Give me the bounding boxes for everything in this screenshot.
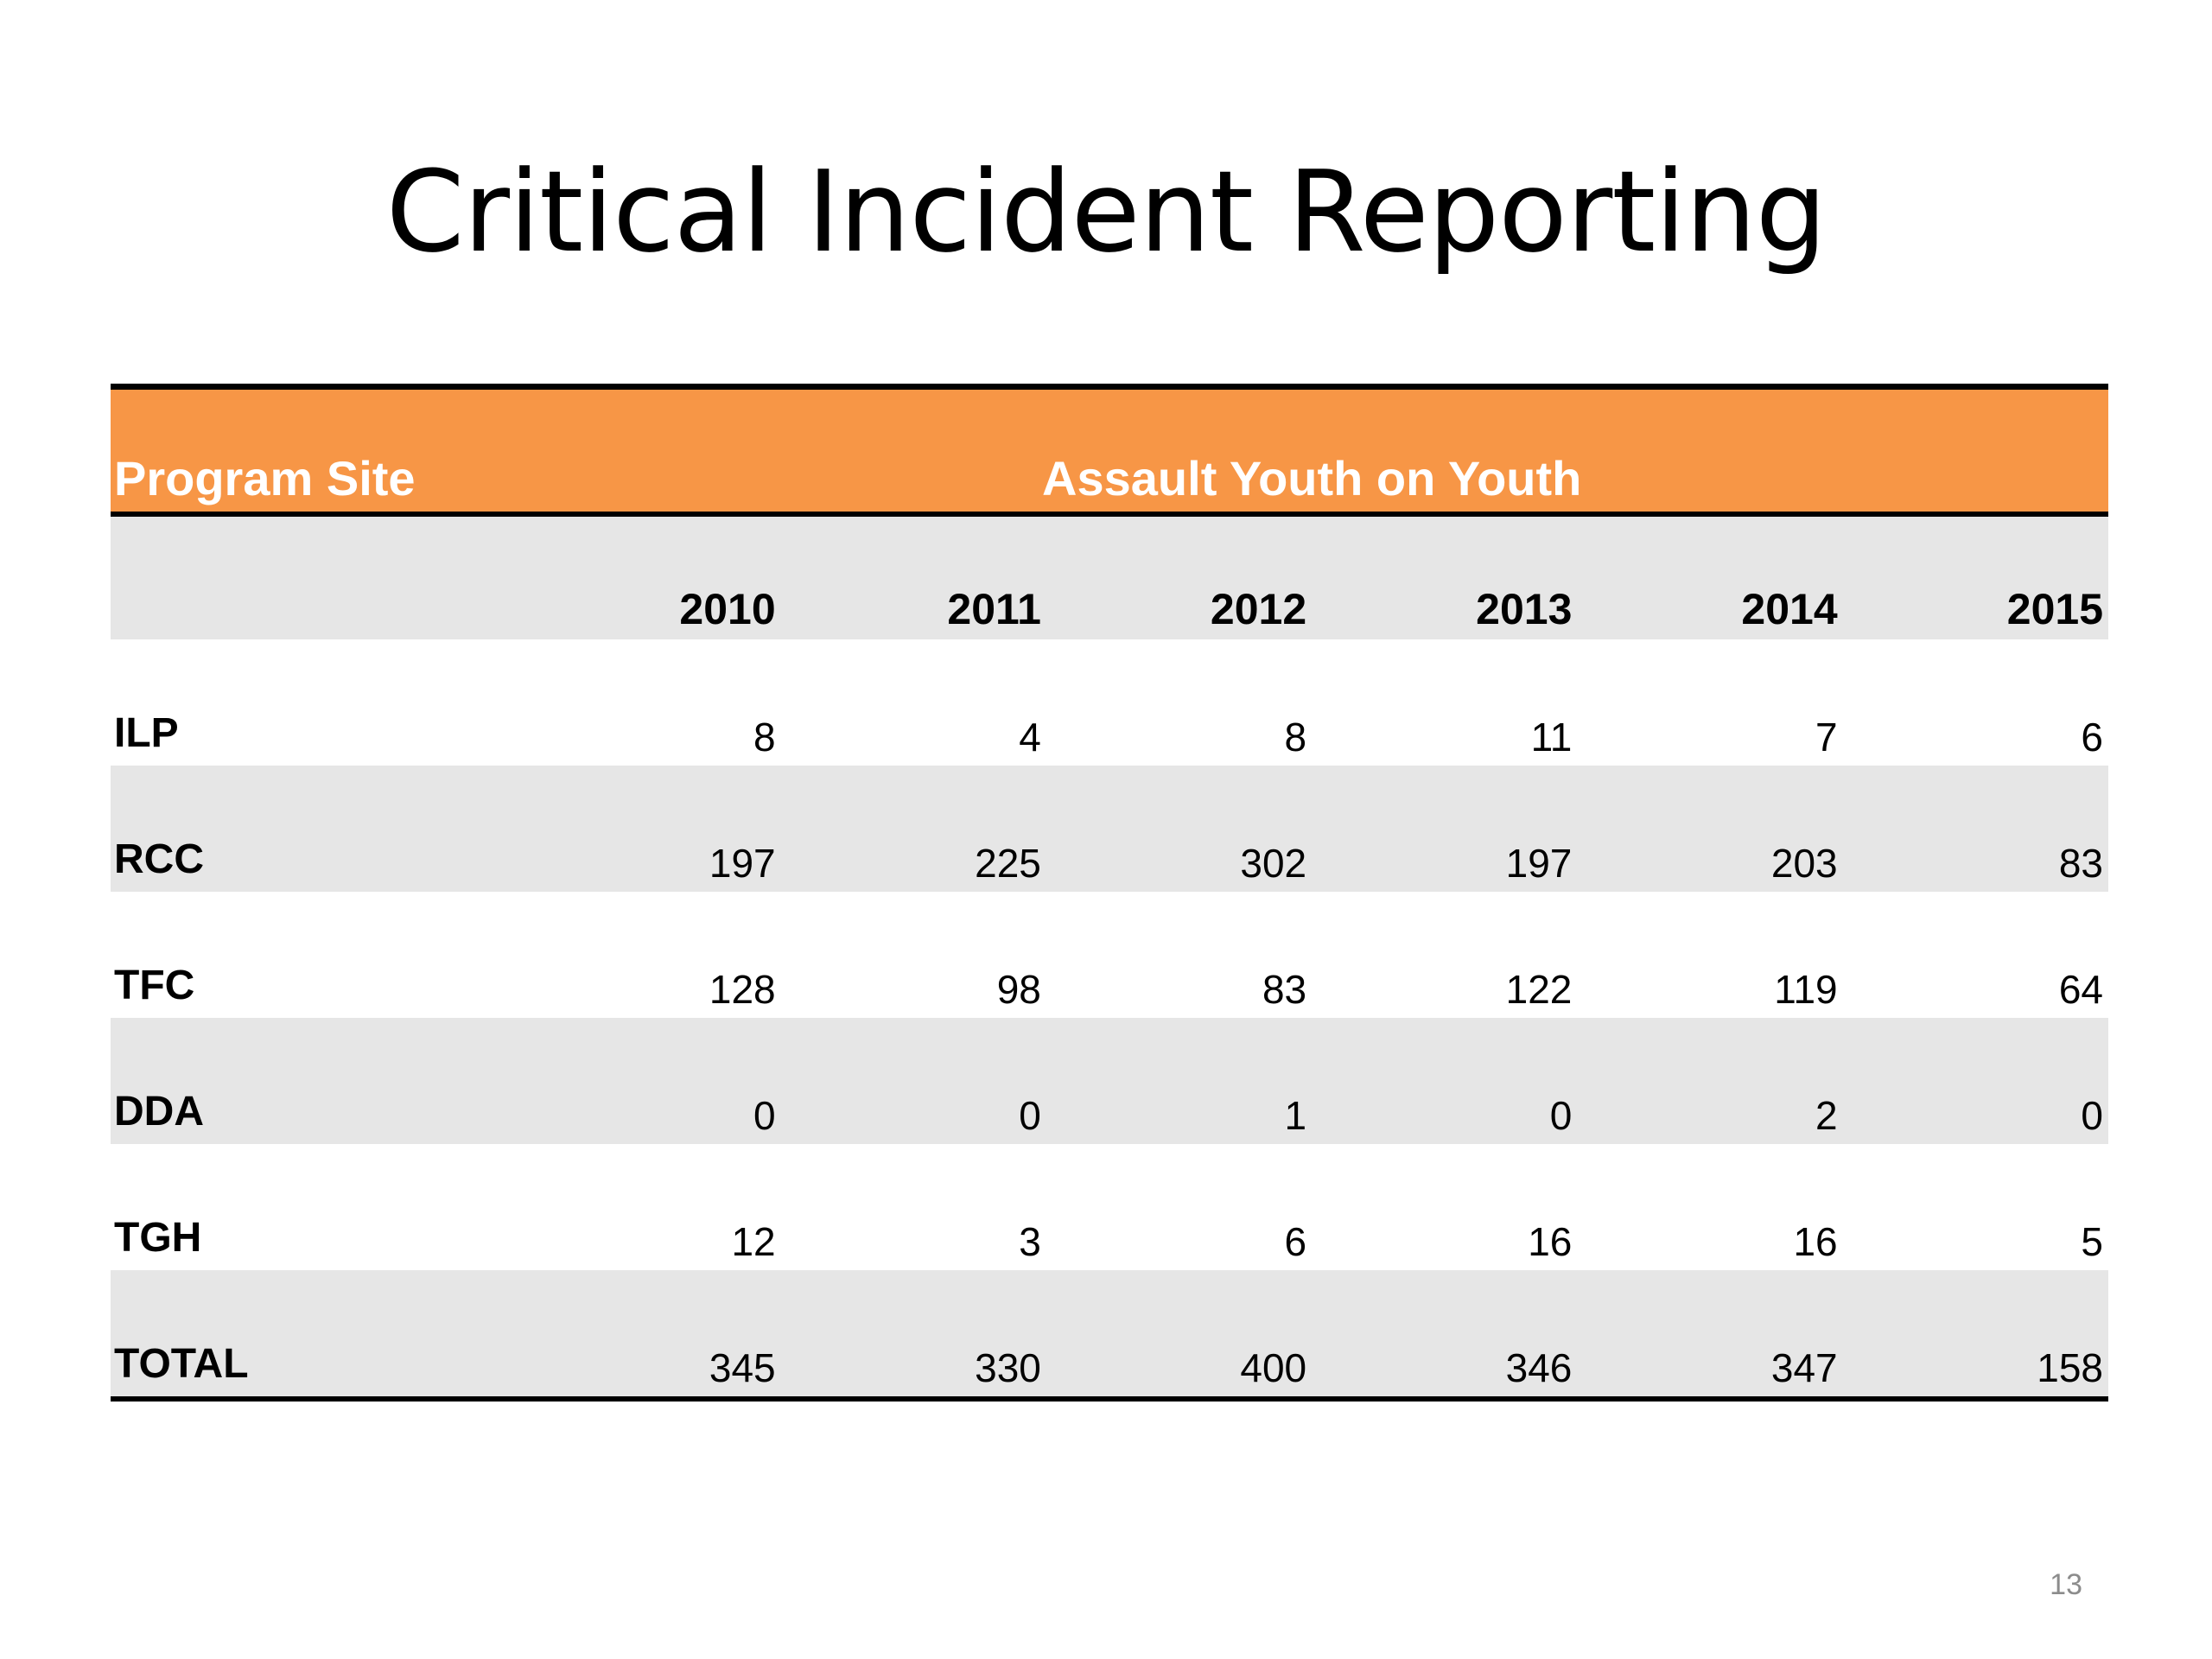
- year-header: 2010: [515, 514, 781, 639]
- table-cell: 8: [753, 715, 776, 760]
- table-cell: 2: [1577, 1018, 1843, 1144]
- table-cell: 346: [1312, 1270, 1578, 1402]
- incident-table-container: Program Site Assault Youth on Youth 2010…: [111, 384, 2108, 1402]
- table-row: ILP 8 4 8 11 7 6: [111, 639, 2108, 766]
- year-header: 2015: [1842, 514, 2108, 639]
- table-cell: 122: [1505, 967, 1573, 1012]
- year-header: 2014: [1577, 514, 1843, 639]
- table-cell: 3: [1019, 1219, 1041, 1264]
- table-cell: 400: [1046, 1270, 1313, 1402]
- table-cell: 197: [1312, 766, 1578, 892]
- row-site-label: TGH: [114, 1215, 202, 1261]
- table-cell: 98: [996, 967, 1041, 1012]
- table-cell: 83: [1842, 766, 2108, 892]
- table-cell: 345: [515, 1270, 781, 1402]
- table-cell: 330: [780, 1270, 1046, 1402]
- table-cell: 0: [780, 1018, 1046, 1144]
- table-cell: 16: [1528, 1219, 1573, 1264]
- table-cell: 6: [1284, 1219, 1307, 1264]
- table-cell: 16: [1793, 1219, 1838, 1264]
- table-cell: 128: [709, 967, 776, 1012]
- table-row: DDA 0 0 1 0 2 0: [111, 1018, 2108, 1144]
- table-cell: 347: [1577, 1270, 1843, 1402]
- table-cell: 1: [1046, 1018, 1313, 1144]
- year-header: 2011: [780, 514, 1046, 639]
- incident-table: Program Site Assault Youth on Youth 2010…: [111, 384, 2108, 1402]
- table-header-row: Program Site Assault Youth on Youth: [111, 384, 2108, 517]
- table-row: TFC 128 98 83 122 119 64: [111, 892, 2108, 1018]
- table-cell: 7: [1815, 715, 1838, 760]
- table-row: TGH 12 3 6 16 16 5: [111, 1144, 2108, 1270]
- table-cell: 11: [1530, 715, 1573, 760]
- table-cell: 0: [1312, 1018, 1578, 1144]
- table-cell: 83: [1262, 967, 1307, 1012]
- table-row: RCC 197 225 302 197 203 83: [111, 766, 2108, 892]
- table-cell: 197: [515, 766, 781, 892]
- table-cell: 203: [1577, 766, 1843, 892]
- table-cell: 4: [1019, 715, 1041, 760]
- table-cell: 0: [1842, 1018, 2108, 1144]
- row-site-label: RCC: [111, 766, 516, 892]
- table-cell: 158: [1842, 1270, 2108, 1402]
- slide-title: Critical Incident Reporting: [385, 146, 1827, 277]
- table-cell: 119: [1774, 967, 1838, 1012]
- row-site-label: TFC: [114, 963, 195, 1008]
- table-cell: 12: [731, 1219, 776, 1264]
- year-header-row: 2010 2011 2012 2013 2014 2015: [111, 514, 2108, 639]
- row-site-label: DDA: [111, 1018, 516, 1144]
- table-cell: 8: [1284, 715, 1307, 760]
- year-header: 2012: [1046, 514, 1313, 639]
- total-row: TOTAL 345 330 400 346 347 158: [111, 1270, 2108, 1402]
- year-row-blank-cell: [111, 514, 516, 639]
- table-cell: 0: [515, 1018, 781, 1144]
- page-number: 13: [2050, 1568, 2082, 1601]
- table-cell: 5: [2081, 1219, 2103, 1264]
- assault-group-header: Assault Youth on Youth: [515, 384, 2108, 517]
- row-site-label: ILP: [114, 710, 179, 756]
- table-cell: 225: [780, 766, 1046, 892]
- year-header: 2013: [1312, 514, 1578, 639]
- row-site-label: TOTAL: [111, 1270, 516, 1402]
- table-cell: 64: [2058, 967, 2103, 1012]
- table-cell: 302: [1046, 766, 1313, 892]
- table-cell: 6: [2081, 715, 2103, 760]
- program-site-header: Program Site: [111, 384, 516, 517]
